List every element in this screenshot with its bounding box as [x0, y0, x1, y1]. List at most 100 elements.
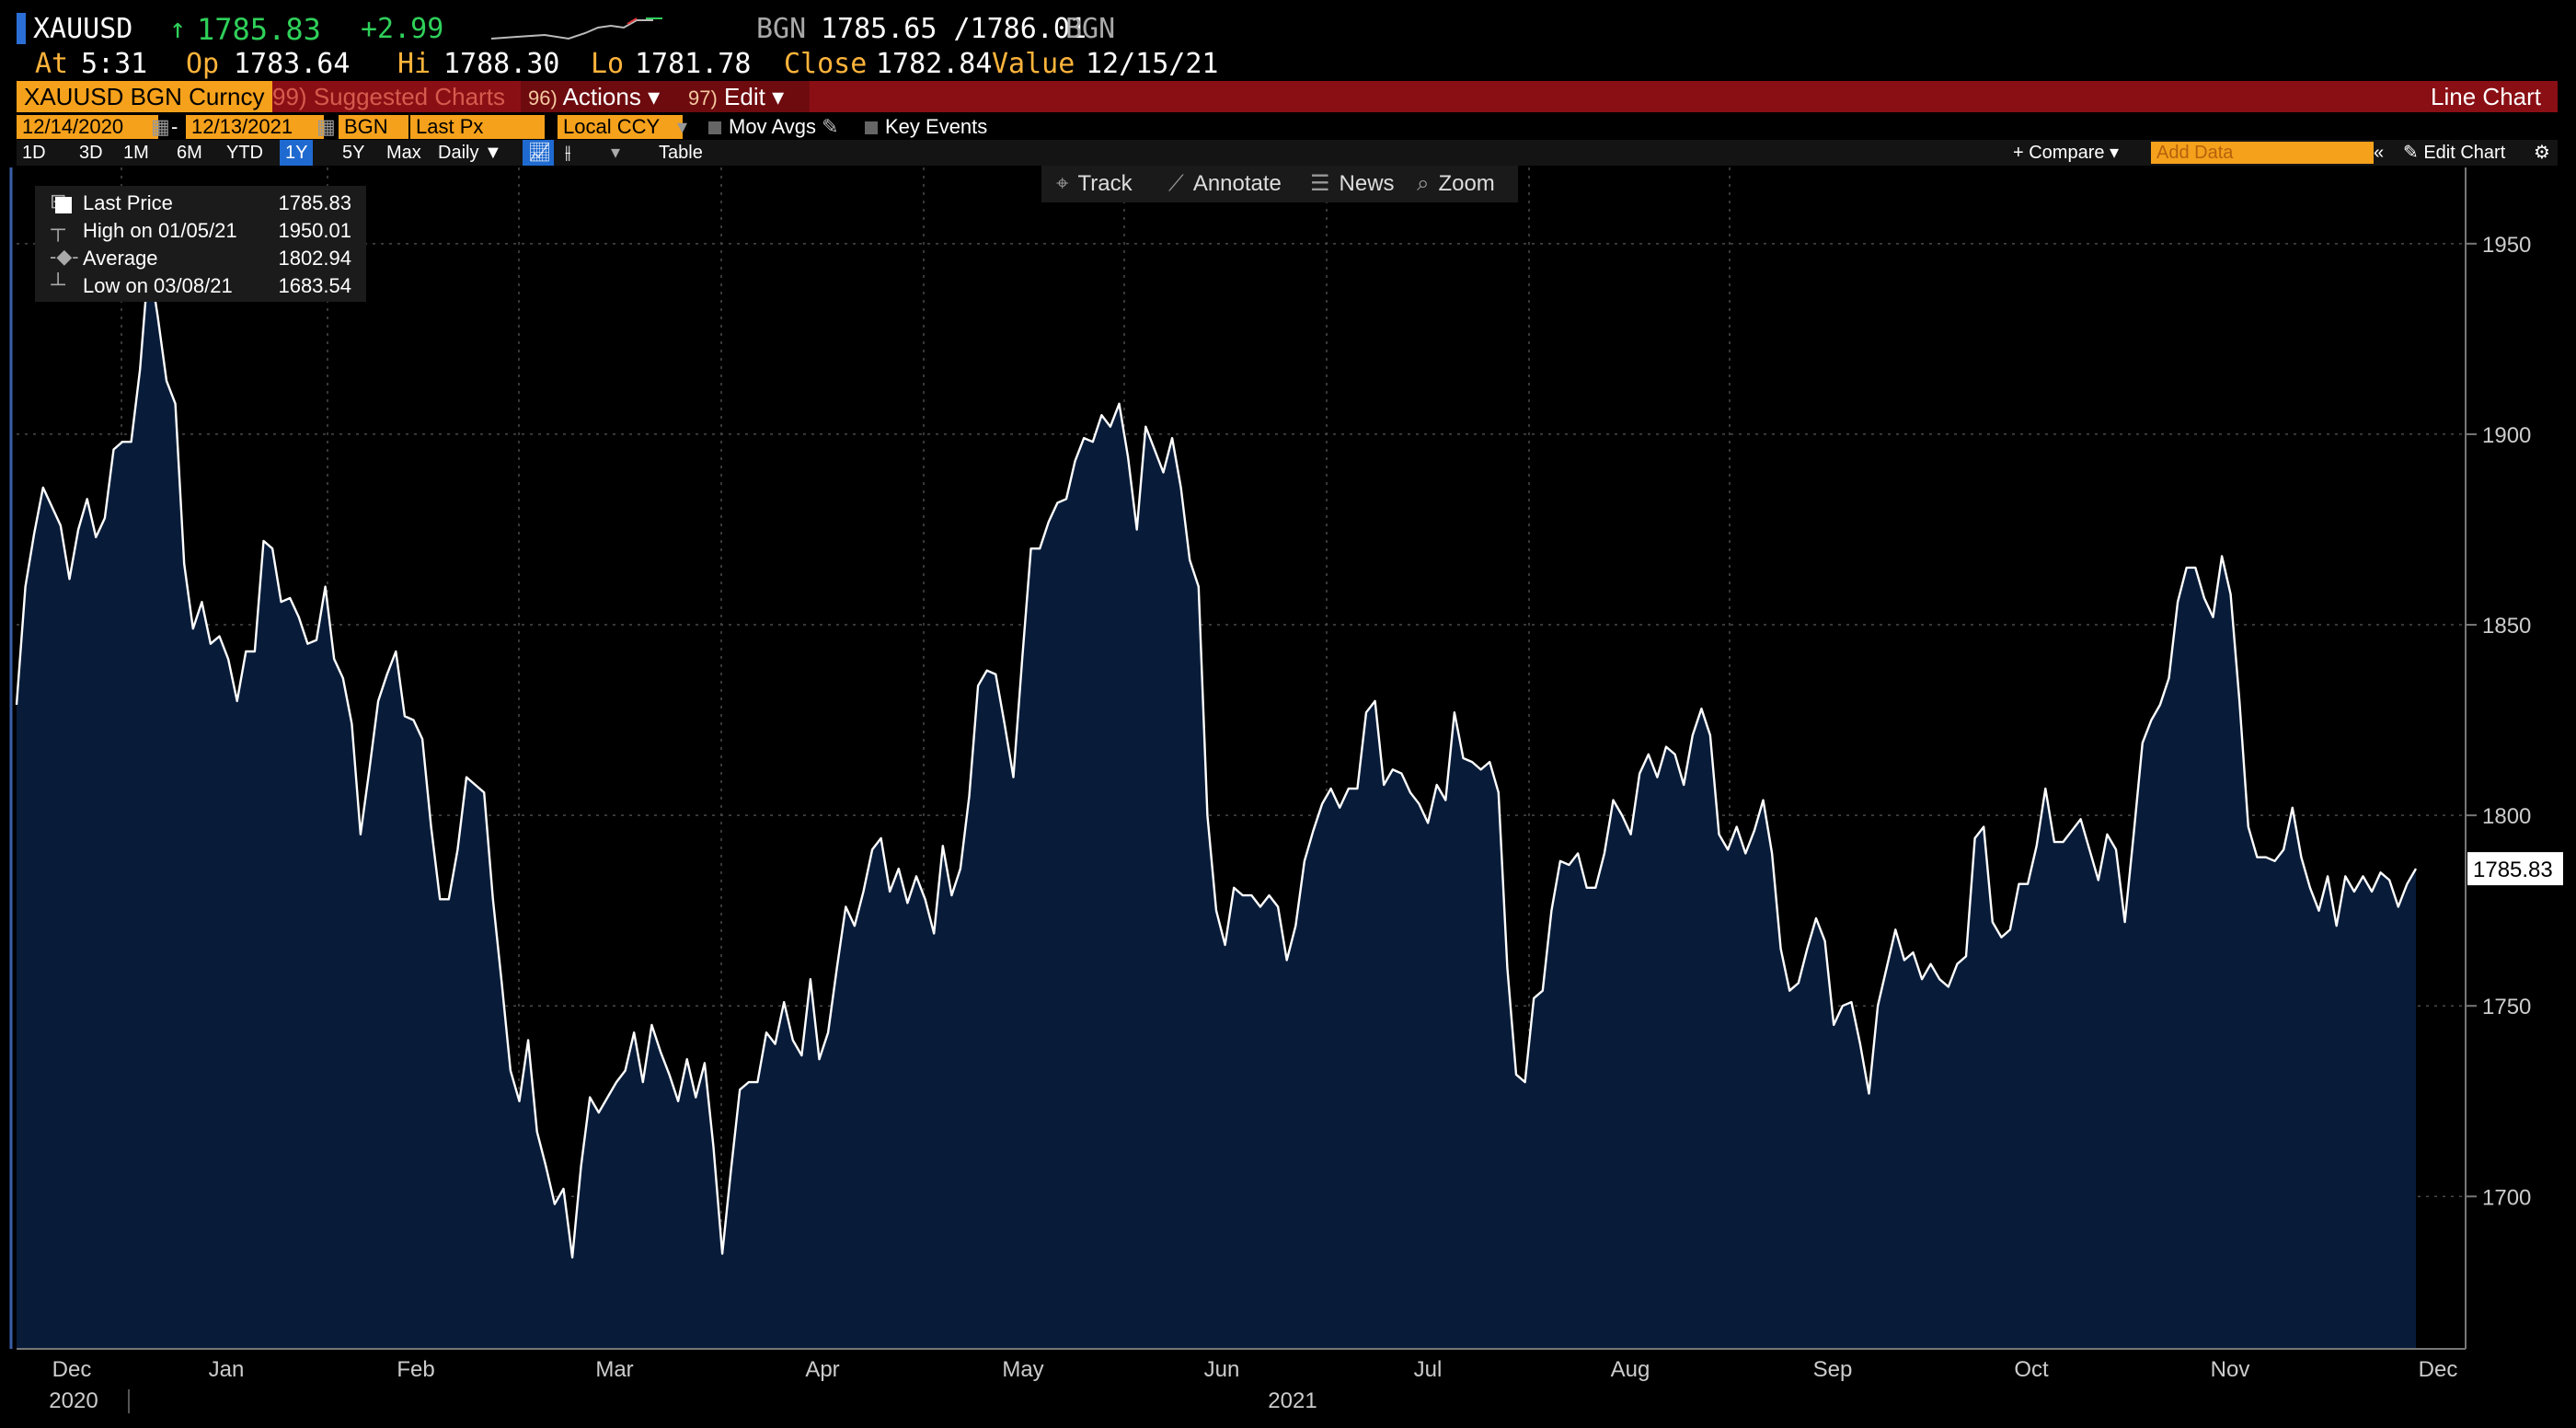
suggested-charts-number: 99): [272, 83, 307, 110]
end-date-input[interactable]: 12/13/2021: [186, 115, 324, 139]
range-toolbar: 1D 3D 1M 6M YTD 1Y 5Y Max Daily ▼ 📈︎ ⫲ ▾ Table …: [17, 140, 2558, 166]
range-button-1d[interactable]: 1D: [22, 143, 46, 163]
last-price: 1785.83: [197, 12, 321, 47]
bar-chart-icon[interactable]: ⫲: [565, 143, 571, 163]
key-events-checkbox[interactable]: [865, 121, 878, 134]
x-tick-label: Aug: [1611, 1357, 1650, 1382]
range-button-6m[interactable]: 6M: [177, 143, 202, 163]
price-source: BGN: [756, 13, 807, 45]
x-tick-label: Nov: [2211, 1357, 2250, 1382]
up-arrow-icon: ↑: [169, 13, 187, 45]
sparkline: [490, 17, 662, 40]
gear-icon[interactable]: ⚙: [2534, 143, 2550, 163]
y-tick-label: 1700: [2482, 1185, 2531, 1210]
value-label: Value: [992, 48, 1075, 80]
price-source-2: BGN: [1065, 13, 1116, 45]
legend-low-label: Low on 03/08/21: [83, 274, 233, 297]
zoom-tool[interactable]: ⌕ Zoom: [1417, 166, 1495, 202]
compare-button[interactable]: + Compare ▾: [2013, 143, 2120, 163]
key-events-label: Key Events: [885, 115, 988, 138]
field-input[interactable]: Last Px: [410, 115, 545, 139]
edit-caret-icon: ▾: [772, 83, 785, 110]
add-data-input[interactable]: Add Data: [2151, 142, 2374, 164]
y-tick-label: 1950: [2482, 233, 2531, 258]
security-field[interactable]: XAUUSD BGN Curncy: [17, 81, 272, 112]
chart-style-caret-icon[interactable]: ▾: [611, 143, 621, 163]
calendar-icon-end[interactable]: ▦: [316, 115, 336, 138]
range-button-1y[interactable]: 1Y: [280, 140, 314, 166]
y-tick-label: 1900: [2482, 423, 2531, 448]
last-price-swatch: [55, 197, 72, 213]
range-button-ytd[interactable]: YTD: [226, 143, 263, 163]
date-range-dash: -: [171, 115, 178, 138]
currency-caret-icon[interactable]: ▾: [677, 115, 688, 138]
x-tick-label: Apr: [805, 1357, 839, 1382]
edit-menu[interactable]: 97) Edit ▾: [681, 81, 810, 112]
close-label: Close: [784, 48, 868, 80]
x-tick-label: Oct: [2014, 1357, 2049, 1382]
legend-last-value: 1785.83: [278, 191, 351, 214]
price-area-fill: [17, 259, 2416, 1349]
y-tick-label: 1850: [2482, 614, 2531, 639]
low-marker-icon: ┴: [51, 272, 65, 295]
actions-menu[interactable]: 96) Actions ▾: [521, 81, 690, 112]
edit-chart-button[interactable]: ✎ Edit Chart: [2398, 140, 2511, 166]
mov-avgs-toggle[interactable]: Mov Avgs ✎: [708, 114, 839, 140]
start-date-input[interactable]: 12/14/2020: [17, 115, 158, 139]
x-tick-label: Jan: [209, 1357, 245, 1382]
actions-number: 96): [528, 86, 558, 109]
actions-label: Actions: [562, 83, 641, 110]
range-button-3d[interactable]: 3D: [79, 143, 103, 163]
value-date: 12/15/21: [1086, 48, 1219, 80]
annotate-tool[interactable]: ⟋ Annotate: [1168, 166, 1282, 202]
chart-area[interactable]: 1700 1750 1800 1850 1900 1950 1785.83 Dec Jan Feb…: [0, 166, 2576, 1424]
line-chart-icon[interactable]: 📈︎: [523, 140, 554, 166]
x-tick-label: May: [1002, 1357, 1043, 1382]
legend-high: High on 01/05/21 1950.01: [83, 217, 359, 245]
suggested-charts-menu[interactable]: 99) Suggested Charts: [265, 81, 512, 112]
legend-high-value: 1950.01: [278, 219, 351, 242]
track-tool[interactable]: ⌖ Track: [1056, 166, 1133, 202]
zoom-label: Zoom: [1438, 171, 1495, 196]
price-line[interactable]: [15, 258, 2418, 1259]
collapse-icon[interactable]: «: [2374, 143, 2385, 163]
pencil-icon-edit-chart: ✎: [2403, 143, 2424, 163]
annotate-label: Annotate: [1192, 171, 1282, 196]
pencil-icon[interactable]: ✎: [822, 115, 839, 138]
net-change: +2.99: [361, 13, 444, 45]
range-button-1m[interactable]: 1M: [123, 143, 149, 163]
table-button[interactable]: Table: [659, 143, 703, 163]
track-label: Track: [1077, 171, 1133, 196]
edit-number: 97): [688, 86, 718, 109]
chart-tools: ⌖ Track ⟋ Annotate ☰ News ⌕ Zoom: [1041, 166, 1518, 202]
currency-select[interactable]: Local CCY: [558, 115, 683, 139]
range-button-5y[interactable]: 5Y: [342, 143, 365, 163]
legend-average: Average 1802.94: [83, 245, 359, 272]
mov-avgs-checkbox[interactable]: [708, 121, 721, 134]
open-value: 1783.64: [234, 48, 351, 80]
x-tick-label: Dec: [2419, 1357, 2458, 1382]
edit-chart-label: Edit Chart: [2423, 143, 2506, 163]
x-tick-label: Jun: [1204, 1357, 1240, 1382]
x-tick-label: Mar: [595, 1357, 633, 1382]
source-input[interactable]: BGN: [339, 115, 408, 139]
bid-ask: 1785.65 /1786.01: [821, 13, 1087, 45]
mov-avgs-label: Mov Avgs: [729, 115, 816, 138]
period-select[interactable]: Daily ▼: [438, 143, 502, 163]
open-label: Op: [186, 48, 220, 80]
range-button-max[interactable]: Max: [386, 143, 421, 163]
key-events-toggle[interactable]: Key Events: [865, 114, 987, 140]
legend-high-label: High on 01/05/21: [83, 219, 237, 242]
ticker-symbol[interactable]: XAUUSD: [33, 13, 133, 45]
legend-low-value: 1683.54: [278, 274, 351, 297]
low-value: 1781.78: [635, 48, 752, 80]
crosshair-icon: ⌖: [1056, 171, 1069, 196]
legend-low: Low on 03/08/21 1683.54: [83, 272, 359, 300]
price-chart[interactable]: 1700 1750 1800 1850 1900 1950 1785.83 Dec Jan Feb…: [0, 166, 2576, 1424]
edit-label: Edit: [724, 83, 765, 110]
year-label: 2021: [1268, 1388, 1317, 1413]
news-tool[interactable]: ☰ News: [1310, 166, 1395, 202]
legend-average-value: 1802.94: [278, 247, 351, 270]
calendar-icon[interactable]: ▦: [151, 115, 170, 138]
